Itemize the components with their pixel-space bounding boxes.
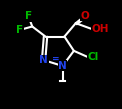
Text: O: O [81, 11, 90, 21]
Text: F: F [16, 25, 24, 35]
Text: OH: OH [92, 24, 109, 34]
Text: F: F [25, 11, 32, 21]
Text: Cl: Cl [87, 52, 98, 62]
Text: =: = [52, 55, 60, 64]
Text: N: N [39, 55, 48, 65]
Text: N: N [58, 61, 67, 71]
